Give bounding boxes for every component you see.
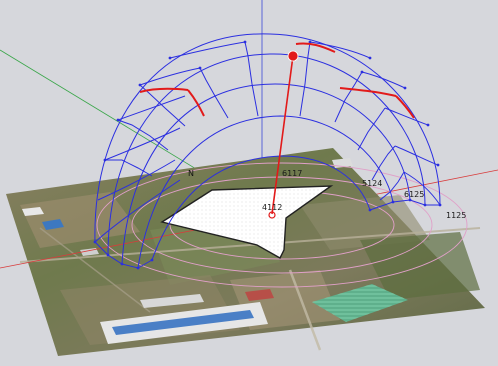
north-label: N xyxy=(188,169,194,178)
sun-path-dome[interactable] xyxy=(94,33,441,269)
sun-ray xyxy=(271,55,294,215)
dome-tick-label-3: 6125 xyxy=(404,190,424,199)
dome-tick-label-1: 6117 xyxy=(282,169,302,178)
east-edge-label: 1125 xyxy=(446,211,466,220)
dome-nodes xyxy=(93,40,442,270)
dome-tick-label-2: 5124 xyxy=(362,179,382,188)
building-plot[interactable] xyxy=(160,185,334,259)
center-marker-label: 4112 xyxy=(262,203,282,212)
center-marker-icon[interactable] xyxy=(268,211,276,219)
highlighted-sun-path xyxy=(139,42,415,119)
sun-icon[interactable] xyxy=(287,50,299,62)
